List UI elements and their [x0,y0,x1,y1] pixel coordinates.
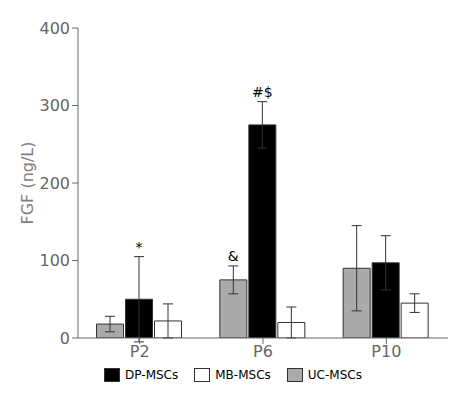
html-text:DP-MSCs: DP-MSCs [125,368,179,382]
html-text:MB-MSCs: MB-MSCs [215,368,271,382]
svg-text:&: & [228,248,239,264]
svg-text:*: * [136,239,143,255]
svg-text:200: 200 [39,174,70,193]
svg-text:P10: P10 [371,342,401,361]
svg-text:0: 0 [60,329,70,348]
svg-text:100: 100 [39,251,70,270]
svg-text:P2: P2 [130,342,150,361]
svg-text:400: 400 [39,19,70,38]
svg-text:FGF (ng/L): FGF (ng/L) [18,142,37,225]
svg-text:#$: #$ [252,84,273,100]
svg-text:P6: P6 [253,342,273,361]
svg-text:300: 300 [39,96,70,115]
html-text:UC-MSCs: UC-MSCs [307,368,362,382]
